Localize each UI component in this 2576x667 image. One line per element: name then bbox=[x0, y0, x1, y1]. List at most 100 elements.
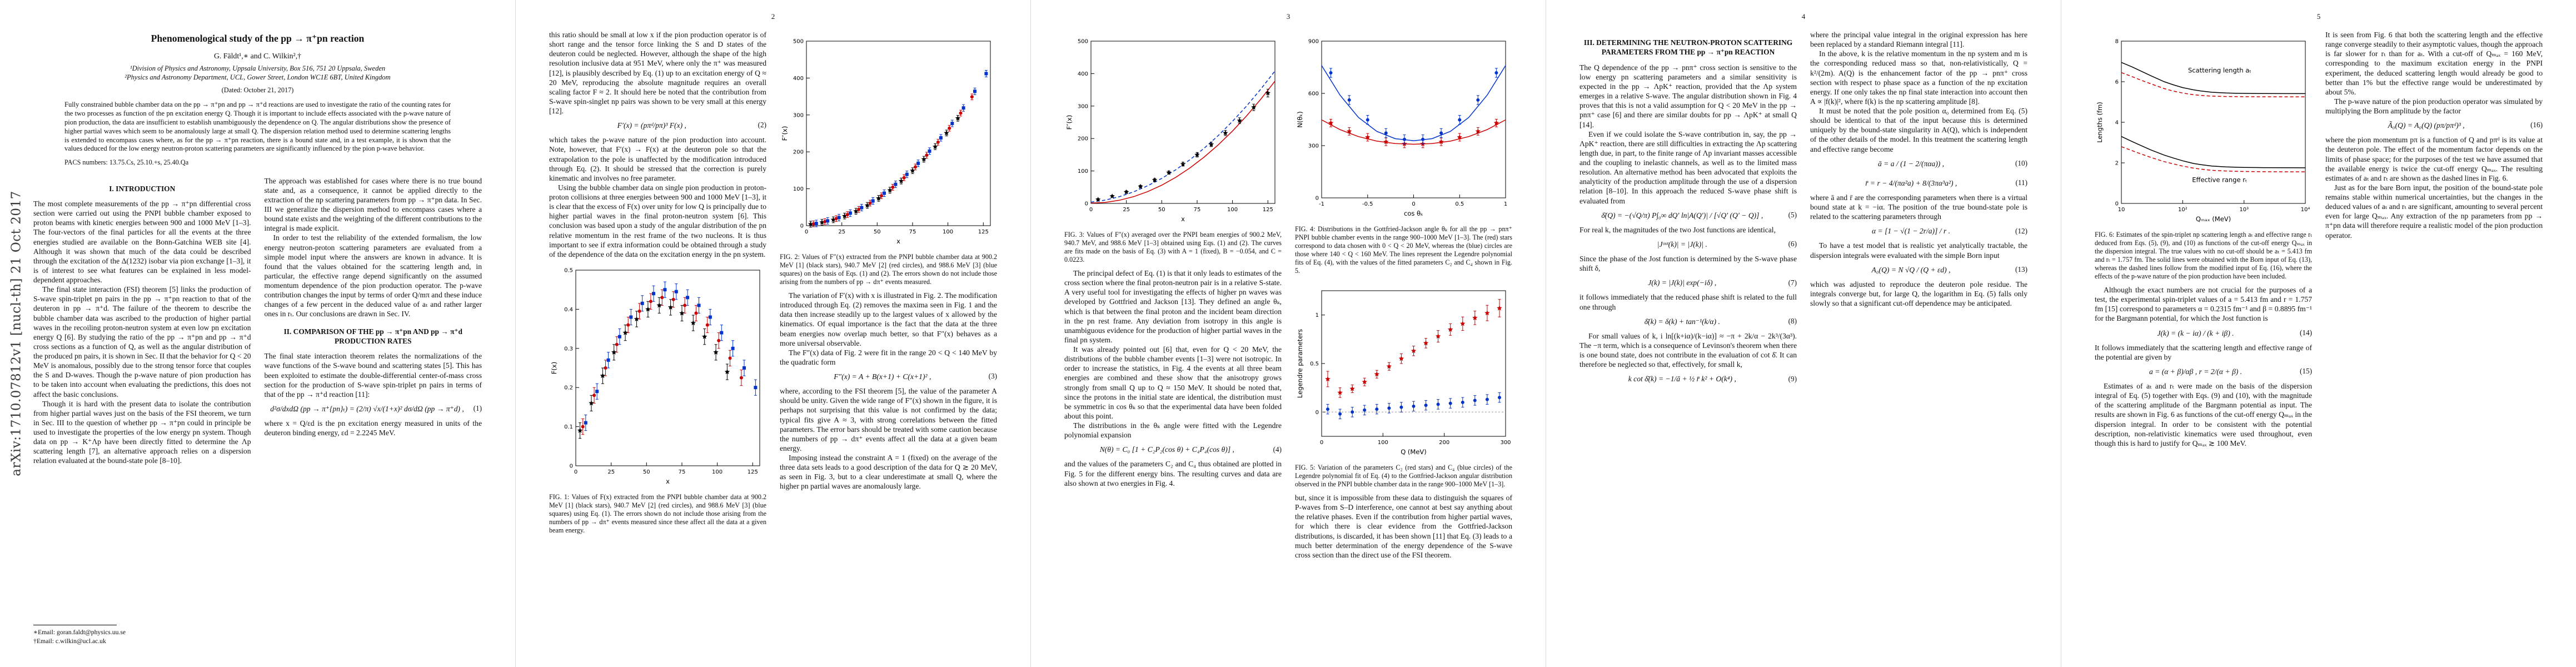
paragraph: Since the phase of the Jost function is … bbox=[1580, 254, 1797, 273]
equation-body: F′(x) = (pπᵈ/pπ)³ F(x) , bbox=[549, 121, 755, 130]
svg-text:Lengths (fm): Lengths (fm) bbox=[2096, 102, 2104, 143]
paragraph: where, according to the FSI theorem [5],… bbox=[780, 386, 997, 453]
paragraph: which was adjusted to reproduce the deut… bbox=[1810, 280, 2027, 308]
svg-text:0.2: 0.2 bbox=[564, 385, 573, 391]
svg-text:0.4: 0.4 bbox=[564, 307, 573, 313]
svg-text:125: 125 bbox=[978, 229, 989, 235]
paragraph: The F″(x) data of Fig. 2 were fit in the… bbox=[780, 348, 997, 367]
paragraph: where the principal value integral in th… bbox=[1810, 30, 2027, 49]
svg-text:100: 100 bbox=[793, 186, 804, 192]
svg-text:cos θₖ: cos θₖ bbox=[1404, 210, 1423, 217]
paragraph: Though it is hard with the present data … bbox=[33, 399, 251, 466]
svg-text:0.5: 0.5 bbox=[1310, 361, 1319, 367]
pdf-page-strip: arXiv:1710.07812v1 [nucl-th] 21 Oct 2017… bbox=[0, 0, 2576, 667]
svg-text:400: 400 bbox=[1078, 71, 1088, 77]
page-4-col-2: where the principal value integral in th… bbox=[1810, 30, 2027, 646]
figure-3-chart: 0 25 50 75 100 125 0 100 200 300 400 500 x F″(x) bbox=[1064, 36, 1282, 227]
svg-text:50: 50 bbox=[1158, 207, 1165, 213]
abstract: Fully constrained bubble chamber data on… bbox=[64, 101, 451, 153]
page-4: 4 III. DETERMINING THE NEUTRON-PROTON SC… bbox=[1546, 0, 2061, 667]
svg-text:50: 50 bbox=[643, 469, 650, 475]
paragraph: For small values of k, i ln[(k+iα)/(k−iα… bbox=[1580, 331, 1797, 370]
equation-body: J(k) = (k − iα) / (k + iβ) . bbox=[2095, 328, 2296, 338]
svg-text:Qₘₐₓ (MeV): Qₘₐₓ (MeV) bbox=[2196, 215, 2231, 223]
figure-4: -1 -0.5 0 0.5 1 0 300 600 900 cos θₖ N(θₖ) FIG. 4:… bbox=[1295, 36, 1512, 275]
svg-text:F″(x): F″(x) bbox=[781, 126, 789, 141]
svg-text:75: 75 bbox=[679, 469, 686, 475]
svg-text:300: 300 bbox=[1500, 440, 1511, 446]
page-2-col-1: this ratio should be small at low x if t… bbox=[549, 30, 766, 646]
equation-number: (1) bbox=[474, 404, 482, 414]
svg-text:75: 75 bbox=[1194, 207, 1201, 213]
page-number: 2 bbox=[516, 12, 1030, 21]
arxiv-stamp: arXiv:1710.07812v1 [nucl-th] 21 Oct 2017 bbox=[9, 191, 25, 476]
page-number: 5 bbox=[2061, 12, 2576, 21]
page-number: 3 bbox=[1031, 12, 1546, 21]
svg-text:Scattering length aₜ: Scattering length aₜ bbox=[2188, 67, 2251, 74]
equation-body: α = [1 − √(1 − 2r/a)] / r . bbox=[1810, 226, 2012, 236]
svg-text:0: 0 bbox=[800, 223, 804, 230]
svg-text:400: 400 bbox=[793, 76, 804, 82]
paragraph: Although the exact numbers are not cruci… bbox=[2095, 285, 2312, 323]
svg-text:900: 900 bbox=[1308, 39, 1319, 45]
svg-text:500: 500 bbox=[1078, 39, 1088, 45]
figure-2-caption: FIG. 2: Values of F″(x) extracted from t… bbox=[780, 253, 997, 286]
affiliation-2: ²Physics and Astronomy Department, UCL, … bbox=[39, 73, 476, 82]
figure-6-chart: 10 10² 10³ 10⁴ 0 2 4 6 8 Scattering length aₜ Effe… bbox=[2095, 36, 2312, 227]
figure-3: 0 25 50 75 100 125 0 100 200 300 400 500 x F″(x) FIG.… bbox=[1064, 36, 1282, 264]
svg-text:0: 0 bbox=[2115, 201, 2119, 207]
paragraph: The p-wave nature of the pion production… bbox=[2325, 97, 2543, 116]
paragraph: where the pion momentum pπ is a function… bbox=[2325, 135, 2543, 183]
equation: k cot δ̄(k) = −1/ā + ½ r̄ k² + O(k⁴) , (… bbox=[1580, 374, 1797, 384]
svg-text:300: 300 bbox=[1078, 103, 1088, 109]
equation-number: (8) bbox=[1788, 317, 1797, 326]
paragraph: Just as for the bare Born input, the pos… bbox=[2325, 183, 2543, 240]
equation-body: k cot δ̄(k) = −1/ā + ½ r̄ k² + O(k⁴) , bbox=[1580, 374, 1785, 384]
svg-text:4: 4 bbox=[2115, 120, 2119, 126]
paragraph: In order to test the reliability of the … bbox=[265, 233, 482, 318]
svg-text:300: 300 bbox=[1308, 143, 1319, 150]
equation-body: F″(x) = A + B(x+1) + C(x+1)² , bbox=[780, 372, 985, 381]
svg-text:10³: 10³ bbox=[2239, 207, 2249, 213]
footnote-email-2: †Email: c.wilkin@ucl.ac.uk bbox=[33, 637, 251, 646]
section-heading-determining: III. DETERMINING THE NEUTRON-PROTON SCAT… bbox=[1583, 38, 1793, 57]
figure-4-chart: -1 -0.5 0 0.5 1 0 300 600 900 cos θₖ N(θₖ) bbox=[1295, 36, 1512, 221]
page-3-col-1: 0 25 50 75 100 125 0 100 200 300 400 500 x F″(x) FIG.… bbox=[1064, 30, 1282, 646]
equation: δ̄(Q) = −(√Q/π) P∫₀∞ dQ′ ln|A(Q′)| / [√Q… bbox=[1580, 211, 1797, 220]
svg-text:0.5: 0.5 bbox=[1455, 201, 1464, 207]
figure-5: 0 100 200 300 0 0.5 1 Q (MeV) Legendre parameter… bbox=[1295, 285, 1512, 489]
svg-text:600: 600 bbox=[1308, 91, 1319, 97]
svg-text:0: 0 bbox=[1089, 207, 1093, 213]
date-line: (Dated: October 21, 2017) bbox=[39, 86, 476, 94]
equation-body: δ̄(Q) = −(√Q/π) P∫₀∞ dQ′ ln|A(Q′)| / [√Q… bbox=[1580, 211, 1785, 220]
page-2: 2 this ratio should be small at low x if… bbox=[515, 0, 1030, 667]
svg-text:300: 300 bbox=[793, 112, 804, 118]
svg-text:1: 1 bbox=[1504, 201, 1507, 207]
equation-number: (15) bbox=[2300, 367, 2312, 376]
paragraph: Even if we could isolate the S-wave cont… bbox=[1580, 130, 1797, 206]
figure-2-chart: 0 25 50 75 100 125 0 100 200 300 400 500 x F″(x) bbox=[780, 36, 997, 249]
svg-text:0.3: 0.3 bbox=[564, 346, 573, 352]
svg-text:2: 2 bbox=[2115, 161, 2119, 167]
equation-body: N(θ) = C₀ [1 + C₂P₂(cos θ) + C₄P₄(cos θ)… bbox=[1064, 445, 1270, 454]
section-heading-comparison: II. COMPARISON OF THE pp → π⁺pn AND pp →… bbox=[268, 327, 479, 346]
svg-text:0.1: 0.1 bbox=[564, 424, 573, 430]
affiliation-1: ¹Division of Physics and Astronomy, Upps… bbox=[39, 64, 476, 73]
equation: F′(x) = (pπᵈ/pπ)³ F(x) , (2) bbox=[549, 121, 766, 130]
figure-5-chart: 0 100 200 300 0 0.5 1 Q (MeV) Legendre parameter… bbox=[1295, 285, 1512, 460]
svg-text:100: 100 bbox=[943, 229, 953, 235]
svg-text:100: 100 bbox=[1378, 440, 1388, 446]
svg-text:0: 0 bbox=[1320, 440, 1323, 446]
page-1-col-2: The approach was established for cases w… bbox=[265, 176, 482, 646]
equation-body: J(k) = |J(k)| exp(−iδ) , bbox=[1580, 278, 1785, 287]
page-1-col-1: I. INTRODUCTION The most complete measur… bbox=[33, 176, 251, 646]
equation-body: r̄ = r − 4/(πα²a) + 8/(3πα³a²) , bbox=[1810, 178, 2012, 188]
svg-text:200: 200 bbox=[793, 150, 804, 156]
svg-text:F(x): F(x) bbox=[550, 362, 558, 374]
paragraph: The final state interaction (FSI) theore… bbox=[33, 285, 251, 399]
equation: Ã₀(Q) = A₀(Q) (pπ/pπᵈ)³ , (16) bbox=[2325, 121, 2543, 130]
figure-2: 0 25 50 75 100 125 0 100 200 300 400 500 x F″(x) FIG.… bbox=[780, 36, 997, 286]
paragraph: Estimates of aₜ and rₜ were made on the … bbox=[2095, 381, 2312, 448]
svg-text:F″(x): F″(x) bbox=[1065, 115, 1073, 130]
equation-number: (16) bbox=[2530, 121, 2543, 130]
